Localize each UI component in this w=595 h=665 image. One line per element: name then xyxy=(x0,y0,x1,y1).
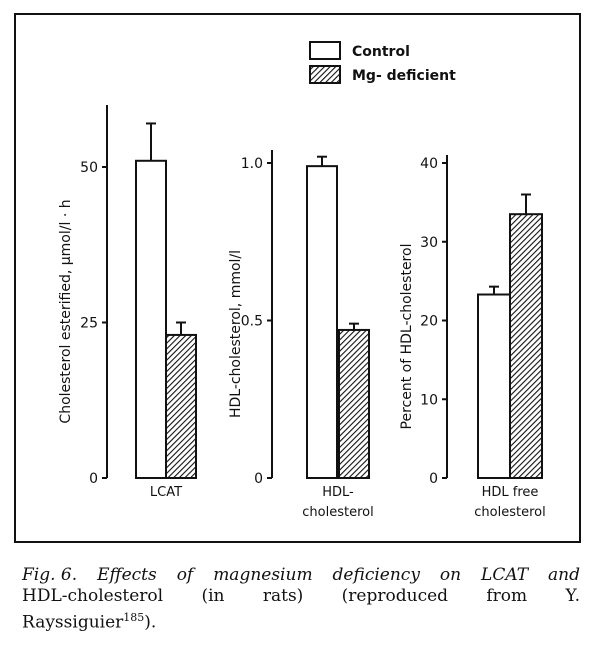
chart-panel-2: 0 0.5 1.0 HDL-cholesterol, mmol/l HDL-choles… xyxy=(228,150,374,520)
bar-control xyxy=(477,293,511,480)
y-axis-label: HDL-cholesterol, mmol/l xyxy=(228,250,244,418)
y-tick-label: 30 xyxy=(420,235,438,251)
caption-word: (in xyxy=(201,586,225,606)
bar-mg-deficient xyxy=(509,213,543,479)
category-label: LCAT xyxy=(150,485,182,500)
y-tick-label: 20 xyxy=(420,314,438,330)
caption-word: Y. xyxy=(565,586,580,606)
legend-swatch-control xyxy=(309,41,341,60)
y-tick-label: 0 xyxy=(89,471,98,487)
caption-word: from xyxy=(486,586,528,606)
legend: Control Mg- deficient xyxy=(309,41,456,84)
y-tick-label: 50 xyxy=(80,160,98,176)
caption-word: Effects xyxy=(97,565,157,585)
y-tick-label: 25 xyxy=(80,316,98,332)
caption-word: of xyxy=(176,565,194,585)
chart-panels: 0 25 50 Cholesterol esterified, μmol/l · h L… xyxy=(58,105,546,520)
caption-line-3: Rayssiguier185). xyxy=(22,607,580,634)
y-tick-label: 1.0 xyxy=(241,156,263,172)
bar-control xyxy=(135,159,167,479)
y-tick-label: 10 xyxy=(420,392,438,408)
caption-word: and xyxy=(548,565,580,585)
caption-word: rats) xyxy=(262,586,304,606)
y-tick-label: 0 xyxy=(254,471,263,487)
caption-author: Rayssiguier xyxy=(22,612,124,633)
category-label: cholesterol xyxy=(474,505,545,520)
caption-end: ). xyxy=(144,612,157,633)
bar-mg-deficient xyxy=(165,333,197,479)
caption-word: HDL-cholesterol xyxy=(22,586,164,606)
y-tick-label: 0 xyxy=(429,471,438,487)
y-tick-label: 0.5 xyxy=(241,314,263,330)
y-axis-label: Cholesterol esterified, μmol/l · h xyxy=(58,199,74,423)
legend-label-mg-deficient: Mg- deficient xyxy=(352,68,456,84)
category-label: HDL- xyxy=(322,485,354,500)
figure-caption: Fig. 6. Effects of magnesium deficiency on LCA… xyxy=(22,565,580,634)
caption-word: magnesium xyxy=(213,565,313,585)
caption-line-2: HDL-cholesterol (in rats) (reproduced from Y. xyxy=(22,586,580,607)
chart-panel-1: 0 25 50 Cholesterol esterified, μmol/l · h L… xyxy=(58,105,197,500)
caption-word: LCAT xyxy=(481,565,529,585)
caption-word: (reproduced xyxy=(341,586,449,606)
caption-word: on xyxy=(439,565,462,585)
caption-reference: 185 xyxy=(123,611,145,624)
y-tick-label: 40 xyxy=(420,156,438,172)
legend-label-control: Control xyxy=(352,44,410,60)
caption-word: Fig. 6. xyxy=(22,565,78,585)
caption-line-1: Fig. 6. Effects of magnesium deficiency on LCA… xyxy=(22,565,580,586)
figure-frame xyxy=(14,13,581,543)
bar-control xyxy=(306,165,338,479)
y-axis-label: Percent of HDL-cholesterol xyxy=(399,244,415,430)
figure: Control Mg- deficient 0 25 50 Cholesterol e… xyxy=(14,13,581,543)
bar-mg-deficient xyxy=(338,328,370,480)
caption-word: deficiency xyxy=(332,565,420,585)
category-label: cholesterol xyxy=(302,505,373,520)
chart-panel-3: 0 10 20 30 40 Percent of HDL-cholesterol HDL f… xyxy=(399,155,546,520)
legend-swatch-mg-deficient xyxy=(309,65,341,84)
category-label: HDL free xyxy=(482,485,539,500)
